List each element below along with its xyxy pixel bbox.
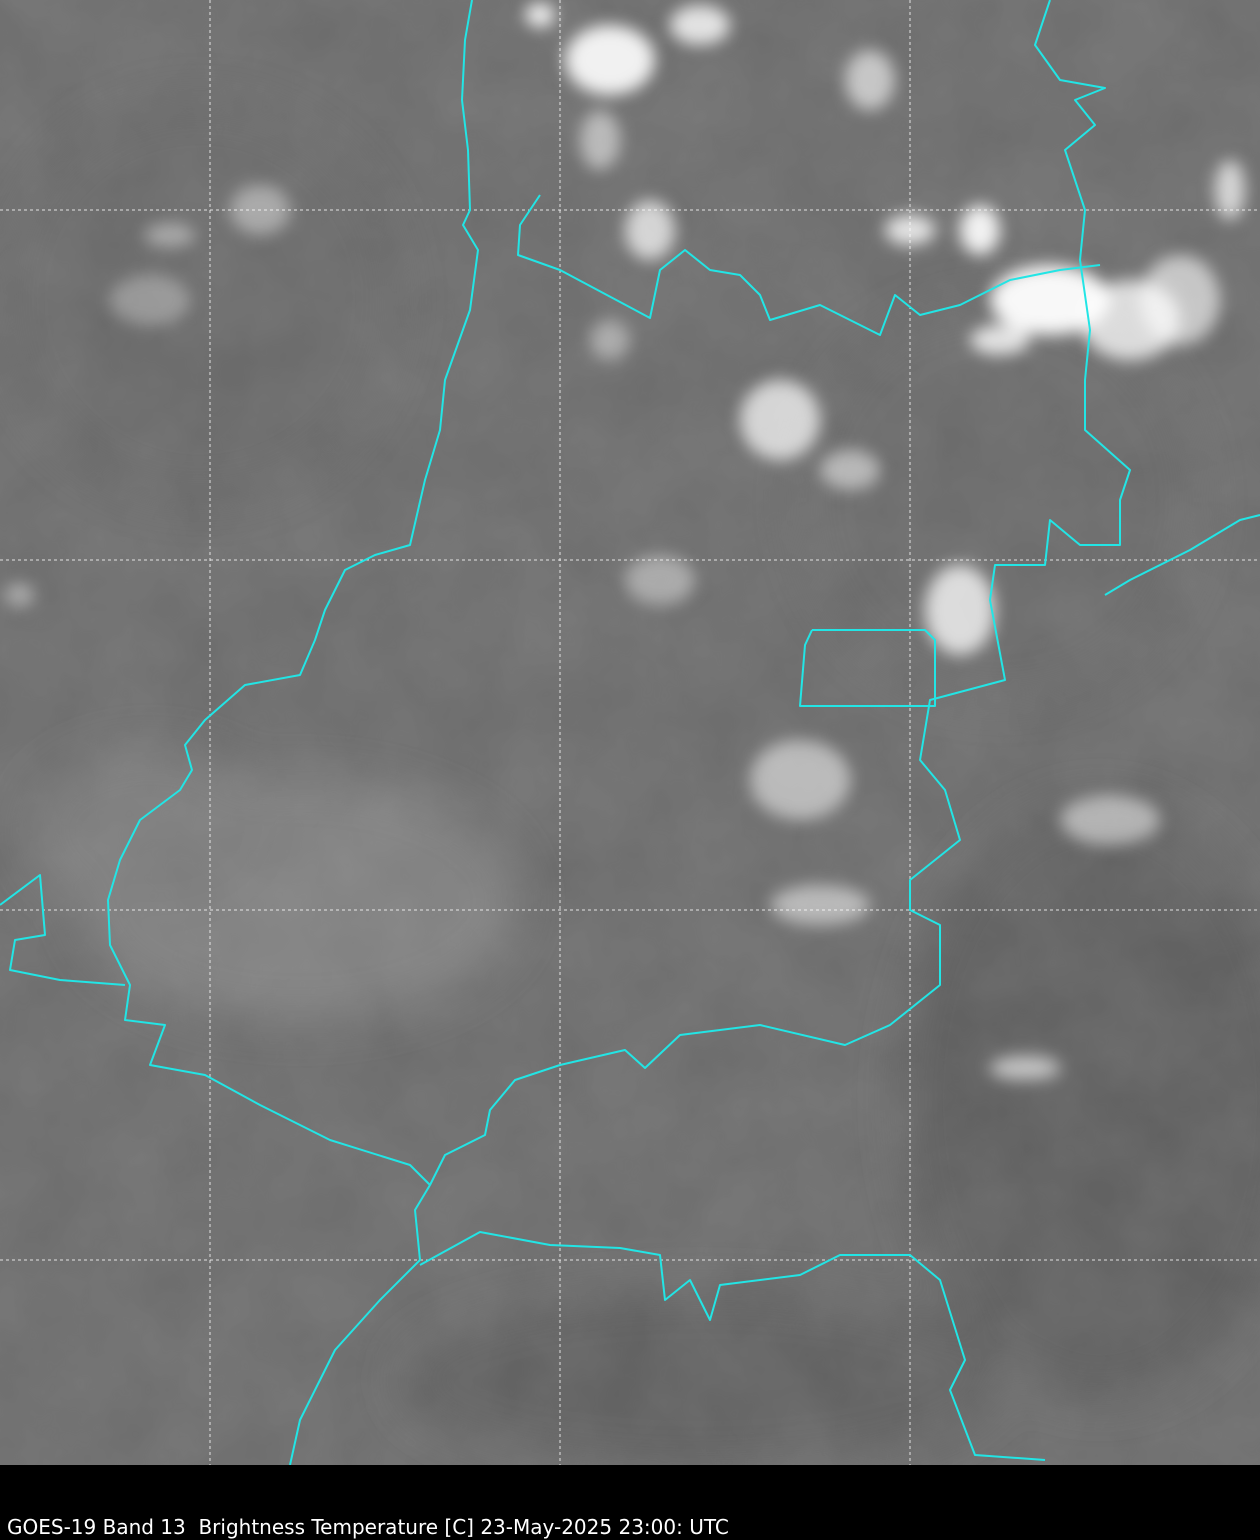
cloud [970, 325, 1030, 355]
boundary-line [419, 1231, 1046, 1461]
cloud [740, 380, 820, 460]
cloud [670, 5, 730, 45]
boundary-line [517, 194, 1101, 336]
boundary-line [1104, 514, 1260, 596]
cloud [590, 320, 630, 360]
cloud [820, 450, 880, 490]
figure-caption: GOES-19 Band 13 Brightness Temperature [… [7, 1515, 729, 1539]
boundary-line [799, 629, 936, 707]
cloud [960, 205, 1000, 255]
cloud-layer [5, 3, 1245, 1080]
cloud [625, 200, 675, 260]
graticule [0, 0, 1260, 1465]
cloud [625, 555, 695, 605]
boundary-lines [0, 0, 1260, 1465]
cloud [1060, 795, 1160, 845]
boundary-line [107, 0, 479, 1465]
cloud [580, 110, 620, 170]
cloud [990, 265, 1110, 335]
cloud [5, 583, 35, 607]
cloud [770, 885, 870, 925]
cloud [110, 275, 190, 325]
cloud [845, 50, 895, 110]
cloud [990, 1056, 1060, 1080]
boundary-line [0, 874, 126, 986]
cloud [1215, 160, 1245, 220]
cloud [525, 3, 555, 27]
cloud [750, 740, 850, 820]
boundary-line [429, 0, 1131, 1186]
satellite-map [0, 0, 1260, 1465]
cloud [145, 223, 195, 247]
cloud [1140, 255, 1220, 345]
cloud [925, 565, 995, 655]
cloud [565, 25, 655, 95]
